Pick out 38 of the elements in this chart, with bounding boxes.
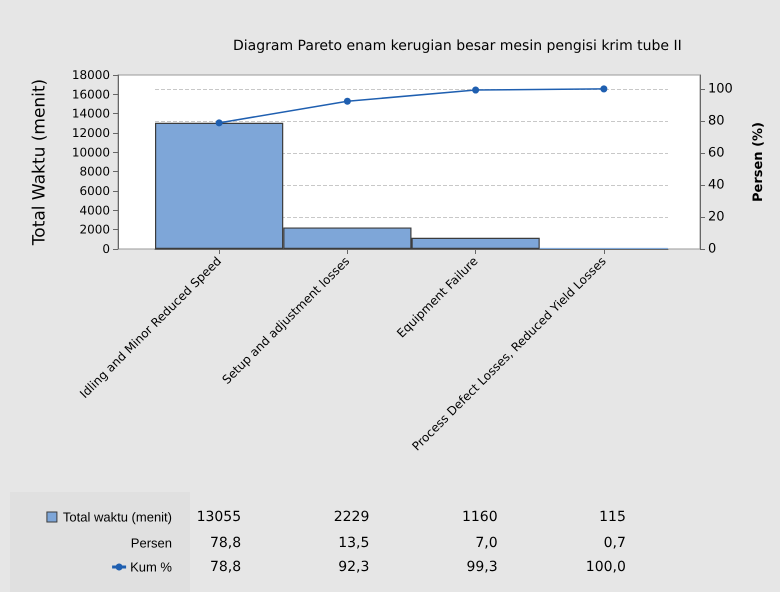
y-tick-label: 18000 xyxy=(72,68,110,82)
point xyxy=(216,119,223,126)
y-tick-label: 0 xyxy=(102,242,110,256)
y-tick-label: 12000 xyxy=(72,126,110,140)
y-tick-label: 2000 xyxy=(79,222,110,237)
y2-tick-label: 60 xyxy=(708,145,725,160)
data-label: 100,0 xyxy=(586,559,626,575)
y-tick-label: 8000 xyxy=(79,164,110,179)
y2-tick-label: 80 xyxy=(708,113,725,128)
data-label: 115 xyxy=(599,509,626,525)
legend-label: Total waktu (menit) xyxy=(62,510,172,524)
y2-tick-label: 20 xyxy=(708,209,725,224)
data-label: 92,3 xyxy=(338,559,370,575)
y-tick-label: 6000 xyxy=(79,184,110,198)
legend-label: Kum % xyxy=(130,560,172,574)
chart-title: Diagram Pareto enam kerugian besar mesin pengisi krim tube II xyxy=(233,38,682,54)
text: Persen xyxy=(130,536,172,550)
y2-tick-label: 0 xyxy=(708,242,716,256)
text: 7,0 xyxy=(475,535,498,551)
y2-axis-title: Persen (%) xyxy=(751,122,766,202)
text: 0,7 xyxy=(604,535,626,551)
y-tick-label: 10000 xyxy=(72,145,110,160)
data-label: 2229 xyxy=(334,509,370,525)
data-label: 13055 xyxy=(196,509,242,525)
data-label: 78,8 xyxy=(210,559,242,575)
point xyxy=(472,86,480,94)
y2-tick-label: 40 xyxy=(708,177,725,192)
y-tick-label: 14000 xyxy=(72,106,110,121)
text: 13,5 xyxy=(338,535,370,551)
y2-tick-label: 100 xyxy=(708,81,733,96)
data-label: 1160 xyxy=(462,509,498,525)
y-tick-label: 16000 xyxy=(72,87,110,102)
y-tick-label: 4000 xyxy=(79,203,110,218)
point xyxy=(344,98,351,105)
point xyxy=(600,85,608,92)
text: 78,8 xyxy=(210,535,242,551)
data-label: 99,3 xyxy=(466,559,498,575)
y-axis-title: Total Waktu (menit) xyxy=(30,78,50,246)
